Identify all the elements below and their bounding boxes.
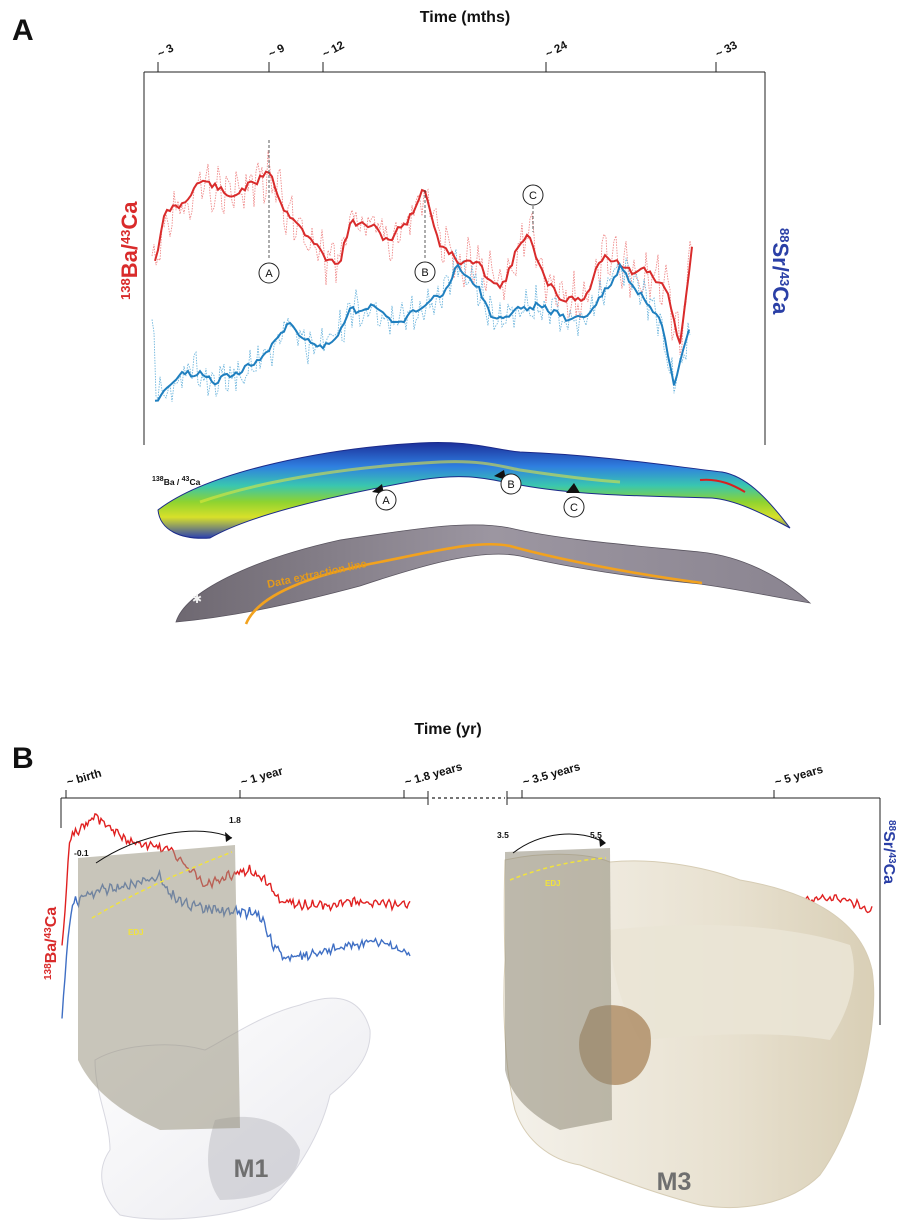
- marker-a: A: [258, 262, 280, 284]
- panel-b-tick-label: ~ 1 year: [240, 765, 285, 789]
- m3-start-label: 3.5: [497, 830, 509, 840]
- panel-a-tick-label: ~ 33: [714, 39, 740, 60]
- panel-a-tick-label: ~ 9: [267, 42, 287, 60]
- series-sr-raw: [151, 249, 691, 402]
- m3-end-label: 5.5: [590, 830, 602, 840]
- series-sr-smoothed: [154, 262, 690, 402]
- svg-text:C: C: [570, 502, 578, 514]
- panel-b-letter: B: [12, 742, 34, 775]
- panel-b-tick-label: ~ birth: [66, 768, 103, 789]
- svg-text:A: A: [382, 495, 390, 507]
- panel-a: A Time (mths) ~ 3 ~ 9 ~ 12 ~ 24 ~ 33 138Ba/4…: [12, 9, 812, 625]
- series-ba-raw: [151, 150, 693, 355]
- panel-b-tick-label: ~ 1.8 years: [404, 761, 464, 789]
- m1-arrow-arc: [95, 830, 233, 864]
- map-arrow-c: [566, 483, 580, 493]
- m1-section-overlay: [78, 845, 240, 1130]
- panel-a-time-title: Time (mths): [420, 9, 510, 26]
- m3-section-overlay: [505, 848, 612, 1130]
- ba-ca-elemental-map: 138Ba / 43Ca A B C: [152, 441, 791, 539]
- svg-text:A: A: [265, 268, 273, 280]
- tooth-m3: EDJ 3.5 5.5 M3: [497, 830, 875, 1208]
- map-marker-a: [375, 489, 397, 511]
- series-ba-m1: [61, 813, 411, 946]
- m3-arrow-arc: [512, 833, 606, 854]
- m1-tooth-label: M1: [234, 1155, 269, 1183]
- panel-b-time-title: Time (yr): [414, 721, 481, 738]
- panel-b-ylabel-ba: 138Ba/43Ca: [43, 907, 60, 980]
- tooth-m1: EDJ -0.1 1.8 M1: [74, 815, 371, 1220]
- panel-b: B Time (yr) ~ birth ~ 1 year ~ 1.8 years ~ …: [12, 721, 897, 1220]
- panel-a-ticks: ~ 3 ~ 9 ~ 12 ~ 24 ~ 33: [156, 39, 740, 72]
- data-extraction-line: [244, 542, 703, 625]
- marker-b: B: [414, 261, 436, 283]
- m3-tooth-label: M3: [657, 1168, 692, 1196]
- map-marker-b: [500, 473, 522, 495]
- svg-text:C: C: [529, 190, 537, 202]
- map-label: 138Ba / 43Ca: [152, 476, 201, 487]
- panel-a-letter: A: [12, 14, 34, 47]
- map-marker-c: [563, 496, 585, 518]
- panel-a-tick-label: ~ 24: [544, 39, 570, 61]
- m1-start-label: -0.1: [74, 848, 89, 858]
- marker-c: C: [522, 184, 544, 206]
- m3-edj-line: [509, 857, 607, 881]
- panel-b-tick-label: ~ 5 years: [774, 764, 825, 789]
- panel-b-ticks: ~ birth ~ 1 year ~ 1.8 years ~ 3.5 years ~ 5…: [65, 761, 825, 798]
- tooth-section-photo: Data extraction line ✱: [175, 524, 812, 625]
- svg-text:B: B: [421, 267, 428, 279]
- svg-text:B: B: [507, 479, 514, 491]
- panel-a-ylabel-ba: 138Ba/43Ca: [117, 201, 142, 300]
- m1-edj-label: EDJ: [128, 928, 144, 937]
- panel-b-tick-label: ~ 3.5 years: [522, 761, 582, 789]
- svg-text:✱: ✱: [192, 592, 202, 606]
- panel-a-tick-label: ~ 3: [156, 42, 176, 60]
- panel-a-tick-label: ~ 12: [321, 39, 347, 60]
- panel-b-ylabel-sr: 88Sr/43Ca: [880, 820, 897, 884]
- panel-a-ylabel-sr: 88Sr/43Ca: [768, 228, 793, 315]
- m1-edj-line: [91, 851, 233, 919]
- series-ba-smoothed: [154, 170, 693, 344]
- m3-edj-label: EDJ: [545, 879, 561, 888]
- m1-end-label: 1.8: [229, 815, 241, 825]
